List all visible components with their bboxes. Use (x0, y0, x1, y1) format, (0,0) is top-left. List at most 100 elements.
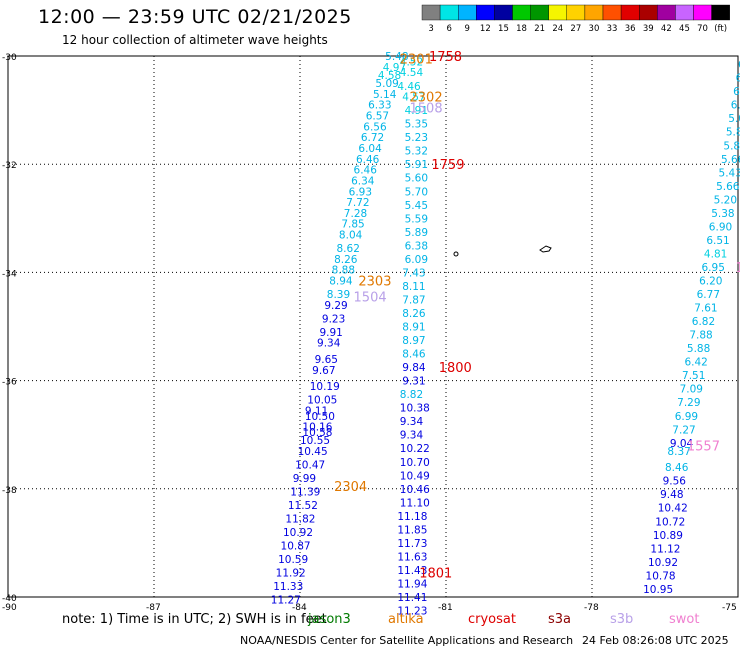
swh-value: 8.04 (339, 230, 363, 242)
colorbar-label: 33 (607, 24, 618, 34)
swh-value: 6.82 (692, 316, 715, 328)
swh-value: 10.70 (400, 457, 430, 469)
swh-value: 6.1 (731, 100, 740, 112)
swh-value: 9.23 (322, 313, 345, 325)
swh-value: 7.72 (346, 197, 369, 209)
swh-value: 10.95 (643, 584, 673, 596)
colorbar-label: 12 (480, 24, 491, 34)
colorbar-label: 6 (446, 24, 451, 34)
swh-value: 8.91 (402, 322, 425, 334)
footnote: note: 1) Time is in UTC; 2) SWH is in fe… (62, 612, 327, 627)
swh-value: 6.56 (363, 121, 387, 133)
swh-value: 9.67 (312, 365, 335, 377)
swh-value: 9.34 (317, 338, 341, 350)
swh-value: 9.31 (402, 376, 425, 388)
y-tick-label: -40 (2, 594, 17, 604)
colorbar-label: 9 (465, 24, 470, 34)
swh-value: 10.45 (298, 446, 328, 458)
swh-value: 5.20 (714, 194, 737, 206)
island-outline (453, 251, 459, 257)
swh-value: 4.91 (405, 105, 428, 117)
swh-value: 10.59 (278, 554, 308, 566)
swh-value: 6.42 (684, 357, 707, 369)
swh-value: 5.14 (373, 89, 397, 101)
pass-time-label: 1800 (439, 361, 472, 376)
pass-time-label: 1758 (429, 50, 462, 65)
swh-value: 5.35 (405, 119, 428, 131)
y-tick-label: -30 (2, 53, 17, 63)
swh-value: 9.04 (670, 438, 694, 450)
swh-value: 9.65 (315, 354, 338, 366)
colorbar-label: 18 (516, 24, 527, 34)
swh-value: 6.46 (356, 154, 380, 166)
swh-value: 7.28 (344, 208, 367, 220)
colorbar-swatch (458, 4, 477, 21)
swh-value: 8.37 (667, 446, 690, 458)
chart-title: 12:00 — 23:59 UTC 02/21/2025 (38, 6, 352, 28)
swh-value: 4.52 (400, 56, 423, 68)
pass-time-label: 1508 (410, 101, 443, 116)
swh-value: 7.43 (402, 267, 425, 279)
swh-value: 5.88 (687, 343, 710, 355)
swh-value: 10.47 (295, 459, 325, 471)
swh-value: 6.7 (736, 73, 740, 85)
colorbar-swatch (711, 4, 730, 21)
swh-value: 6.09 (405, 254, 428, 266)
colorbar-swatch (494, 4, 513, 21)
swh-value: 11.39 (290, 487, 320, 499)
swh-value: 8.46 (402, 349, 426, 361)
swh-value: 10.19 (310, 381, 340, 393)
swh-value: 4.46 (397, 81, 421, 93)
swh-value: 5.38 (711, 208, 734, 220)
swh-value: 6.72 (361, 132, 384, 144)
swh-value: 11.27 (271, 595, 301, 607)
swh-value: 5.60 (405, 173, 428, 185)
swh-value: 11.41 (397, 592, 427, 604)
swh-value: 4.54 (400, 67, 424, 79)
swh-value: 9.48 (660, 489, 683, 501)
colorbar-swatch (620, 4, 640, 21)
colorbar-swatch (421, 4, 441, 21)
swh-value: 8.39 (327, 289, 350, 301)
colorbar-swatch (566, 4, 586, 21)
swh-value: 7.27 (672, 424, 695, 436)
swh-value: 5.81 (726, 127, 740, 139)
y-tick-label: -34 (2, 269, 17, 279)
colorbar-swatch (675, 4, 694, 21)
swh-value: 4.58 (378, 70, 401, 82)
x-tick-label: -90 (2, 603, 17, 613)
swh-value: 9.34 (400, 416, 424, 428)
colorbar-label: 15 (498, 24, 509, 34)
colorbar-label: 70 (697, 24, 708, 34)
swh-value: 4.57 (402, 92, 425, 104)
colorbar-swatch (657, 4, 676, 21)
swh-value: 6.77 (697, 289, 720, 301)
swh-value: 5.89 (405, 227, 428, 239)
x-tick-label: -81 (438, 603, 453, 613)
colorbar-label: 24 (552, 24, 563, 34)
swh-value: 10.49 (400, 470, 430, 482)
swh-value: 7.29 (677, 397, 700, 409)
swh-value: 10.05 (307, 395, 337, 407)
pass-time-label: 1504 (354, 291, 387, 306)
swh-value: 5.91 (405, 159, 428, 171)
pass-time-label: 1557 (687, 440, 720, 455)
swh-value: 8.11 (402, 281, 425, 293)
colorbar-label: 42 (661, 24, 672, 34)
swh-value: 5.66 (721, 154, 740, 166)
swh-value: 10.16 (302, 422, 332, 434)
colorbar-label: 36 (625, 24, 636, 34)
swh-value: 6.04 (358, 143, 382, 155)
swh-value: 5.70 (405, 186, 428, 198)
swh-value: 10.58 (302, 427, 332, 439)
colorbar-label: 21 (534, 24, 545, 34)
swh-value: 5.04 (728, 113, 740, 125)
swh-value: 8.82 (400, 389, 423, 401)
swh-value: 10.87 (281, 541, 311, 553)
colorbar-label: 45 (679, 24, 690, 34)
swh-value: 10.42 (658, 503, 688, 515)
x-tick-label: -84 (292, 603, 307, 613)
swh-value: 11.92 (276, 568, 306, 580)
